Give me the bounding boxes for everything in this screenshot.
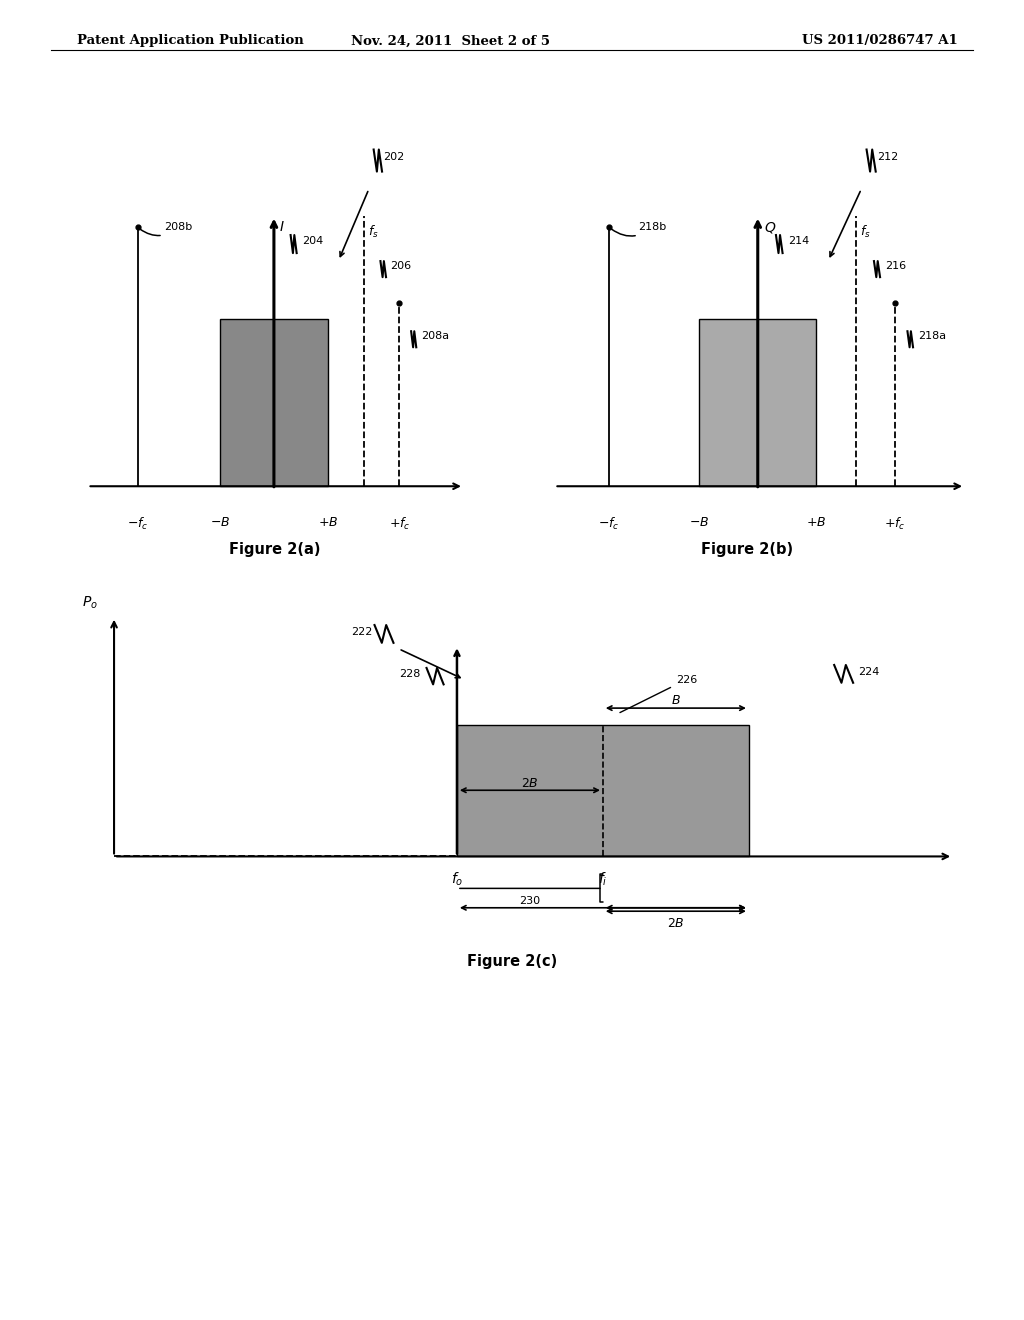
- Bar: [220, 319, 328, 486]
- Text: $+f_c$: $+f_c$: [388, 516, 411, 532]
- Bar: [699, 319, 816, 486]
- Text: 214: 214: [788, 236, 810, 246]
- Text: 208a: 208a: [421, 331, 449, 341]
- Text: $-f_c$: $-f_c$: [127, 516, 148, 532]
- Text: 218a: 218a: [919, 331, 946, 341]
- Text: 228: 228: [399, 669, 421, 678]
- Text: 218b: 218b: [611, 222, 667, 236]
- Text: $f_o$: $f_o$: [451, 870, 463, 887]
- Text: 204: 204: [302, 236, 324, 246]
- Text: $Q$: $Q$: [764, 220, 776, 235]
- Text: $+B$: $+B$: [806, 516, 826, 529]
- Text: 216: 216: [885, 261, 906, 271]
- Text: $f_s$: $f_s$: [860, 224, 871, 240]
- Text: $2B$: $2B$: [521, 777, 539, 791]
- Text: $P_o$: $P_o$: [82, 595, 98, 611]
- Text: 212: 212: [877, 152, 898, 162]
- Text: $-B$: $-B$: [210, 516, 230, 529]
- Text: $-f_c$: $-f_c$: [598, 516, 620, 532]
- Bar: [457, 725, 749, 857]
- Text: US 2011/0286747 A1: US 2011/0286747 A1: [802, 34, 957, 48]
- Text: 224: 224: [858, 667, 880, 677]
- Text: 202: 202: [383, 152, 404, 162]
- Text: $+B$: $+B$: [317, 516, 338, 529]
- Text: 208b: 208b: [140, 222, 193, 235]
- Text: $-B$: $-B$: [689, 516, 710, 529]
- Text: $f_s$: $f_s$: [368, 224, 379, 240]
- Text: Figure 2(b): Figure 2(b): [701, 543, 794, 557]
- Text: $f_i$: $f_i$: [598, 870, 607, 887]
- Text: 222: 222: [351, 627, 373, 636]
- Text: Figure 2(a): Figure 2(a): [228, 543, 321, 557]
- Text: 206: 206: [390, 261, 412, 271]
- Text: $I$: $I$: [280, 220, 285, 235]
- Text: Figure 2(c): Figure 2(c): [467, 954, 557, 969]
- Text: $+f_c$: $+f_c$: [884, 516, 905, 532]
- Text: $2B$: $2B$: [667, 917, 685, 929]
- Text: Patent Application Publication: Patent Application Publication: [77, 34, 303, 48]
- Text: Nov. 24, 2011  Sheet 2 of 5: Nov. 24, 2011 Sheet 2 of 5: [351, 34, 550, 48]
- Text: 230: 230: [519, 896, 541, 907]
- Text: 226: 226: [620, 675, 697, 713]
- Text: $B$: $B$: [671, 694, 681, 708]
